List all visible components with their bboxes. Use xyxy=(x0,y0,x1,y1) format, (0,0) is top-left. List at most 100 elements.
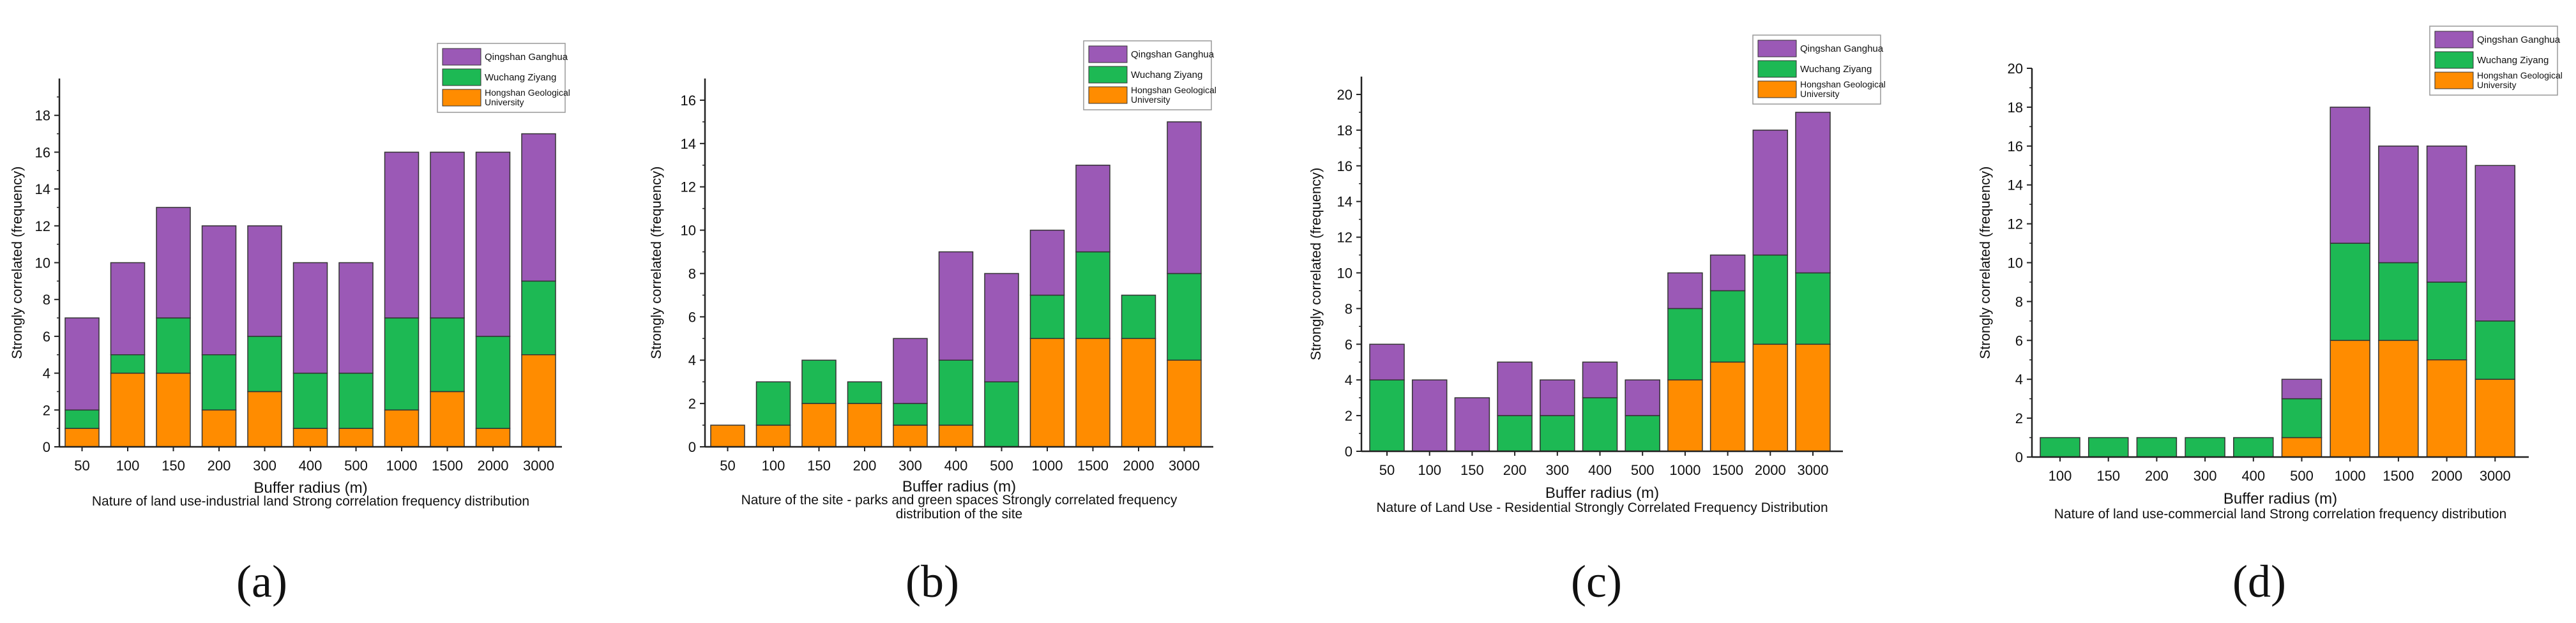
bar-segment xyxy=(2426,359,2467,458)
bar-segment xyxy=(1752,343,1789,452)
y-tick-label: 4 xyxy=(1345,372,1352,388)
legend-swatch xyxy=(442,48,481,66)
x-tick-label: 200 xyxy=(1503,462,1527,478)
x-tick-label: 2000 xyxy=(478,458,509,474)
bar-segment xyxy=(475,151,511,337)
legend-swatch xyxy=(1757,40,1797,57)
bar-segment xyxy=(247,336,282,393)
bar-segment xyxy=(1667,272,1703,310)
x-tick-label: 2000 xyxy=(2431,468,2462,484)
x-tick-label: 300 xyxy=(253,458,277,474)
bar-segment xyxy=(1075,251,1110,340)
x-tick-label: 200 xyxy=(2145,468,2169,484)
bar-segment xyxy=(1454,397,1490,452)
x-tick-label: 300 xyxy=(898,458,922,474)
x-tick-label: 400 xyxy=(944,458,968,474)
bar-segment xyxy=(2426,281,2467,361)
bar-segment xyxy=(1075,338,1110,447)
x-tick-label: 400 xyxy=(2241,468,2265,484)
bar-segment xyxy=(430,151,465,319)
bar-segment xyxy=(1667,308,1703,380)
legend: Qingshan Ganghua Wuchang Ziyang Hongshan G… xyxy=(1752,34,1886,105)
bar-segment xyxy=(521,354,556,447)
x-tick-label: 100 xyxy=(1418,462,1441,478)
bar-segment xyxy=(1540,379,1575,416)
y-tick-label: 16 xyxy=(35,144,50,160)
y-tick-label: 10 xyxy=(2008,255,2023,271)
legend-label-cont: University xyxy=(2477,80,2516,90)
y-tick-label: 2 xyxy=(2015,410,2023,426)
x-tick-label: 2000 xyxy=(1755,462,1786,478)
bar-segment xyxy=(2281,437,2322,458)
bar-segment xyxy=(1795,112,1831,274)
bar-segment xyxy=(64,317,100,411)
bar-segment xyxy=(1582,361,1618,398)
x-tick-label: 150 xyxy=(2096,468,2120,484)
legend-label: Qingshan Ganghua xyxy=(1131,49,1215,60)
x-axis-label: Buffer radius (m) xyxy=(254,479,367,497)
y-tick-label: 0 xyxy=(1345,444,1352,460)
legend-label: Wuchang Ziyang xyxy=(1800,64,1872,75)
y-tick-label: 16 xyxy=(681,93,696,109)
bar-segment xyxy=(801,359,837,404)
bar-segment xyxy=(1121,338,1156,447)
chart-panel-c: 0 2 4 6 8 10 12 14 16 18 20 50 100 150 200 300 400 500 100… xyxy=(1308,34,1886,607)
y-tick-label: 8 xyxy=(2015,294,2023,310)
y-tick-label: 16 xyxy=(1337,158,1352,174)
y-tick-label: 14 xyxy=(2008,177,2023,193)
bar-segment xyxy=(2040,437,2080,458)
bar-segment xyxy=(201,354,237,411)
x-tick-label: 500 xyxy=(2290,468,2314,484)
legend-swatch xyxy=(442,68,481,86)
bar-segment xyxy=(292,428,328,447)
bar-segment xyxy=(801,403,837,447)
bar-segment xyxy=(292,262,328,374)
chart-panel-a: 0 2 4 6 8 10 12 14 16 18 50 100 150 200 300 400 500 1000 1… xyxy=(9,43,570,607)
y-tick-label: 10 xyxy=(681,223,696,239)
y-tick-label: 8 xyxy=(688,266,696,281)
bar-segment xyxy=(292,372,328,429)
bar-segment xyxy=(64,428,100,447)
y-axis-label: Strongly correlated (frequency) xyxy=(648,166,664,359)
bar-segment xyxy=(710,424,745,447)
y-tick-label: 14 xyxy=(681,136,696,152)
y-tick-label: 10 xyxy=(35,255,50,271)
chart-title: Nature of land use-commercial land Stron… xyxy=(2054,507,2507,522)
bar-segment xyxy=(1497,415,1533,452)
bar-segment xyxy=(1625,415,1660,452)
x-tick-label: 500 xyxy=(1631,462,1655,478)
bar-segment xyxy=(201,225,237,356)
bar-segment xyxy=(1029,338,1065,447)
y-tick-label: 18 xyxy=(2008,100,2023,116)
y-tick-label: 12 xyxy=(1337,230,1352,246)
x-tick-label: 50 xyxy=(74,458,89,474)
y-tick-label: 12 xyxy=(681,179,696,195)
x-tick-label: 200 xyxy=(208,458,231,474)
y-tick-label: 8 xyxy=(1345,301,1352,317)
bar-segment xyxy=(1795,343,1831,452)
x-tick-label: 100 xyxy=(2049,468,2072,484)
bar-segment xyxy=(2378,262,2419,342)
bar-segment xyxy=(2330,340,2370,458)
x-tick-label: 500 xyxy=(344,458,368,474)
bar-segment xyxy=(2281,398,2322,439)
legend-label: Qingshan Ganghua xyxy=(1800,43,1884,54)
legend: Qingshan Ganghua Wuchang Ziyang Hongshan G… xyxy=(1083,40,1216,110)
y-tick-label: 2 xyxy=(43,402,50,418)
x-tick-label: 500 xyxy=(990,458,1013,474)
x-tick-label: 1500 xyxy=(1077,458,1109,474)
bar-segment xyxy=(1709,254,1746,292)
bar-segment xyxy=(475,336,511,429)
legend-swatch xyxy=(2434,51,2474,69)
x-tick-label: 150 xyxy=(807,458,831,474)
chart-panel-d: 0 2 4 6 8 10 12 14 16 18 20 100 150 200 300 400 500 1000 1… xyxy=(1977,26,2563,607)
bar-segment xyxy=(2474,379,2516,458)
bar-segment xyxy=(1167,359,1202,447)
y-tick-label: 6 xyxy=(43,329,50,345)
bar-segment xyxy=(201,409,237,447)
bar-segment xyxy=(1029,294,1065,340)
bar-segment xyxy=(110,372,146,447)
bar-segment xyxy=(755,381,791,426)
bar-segment xyxy=(2378,146,2419,264)
